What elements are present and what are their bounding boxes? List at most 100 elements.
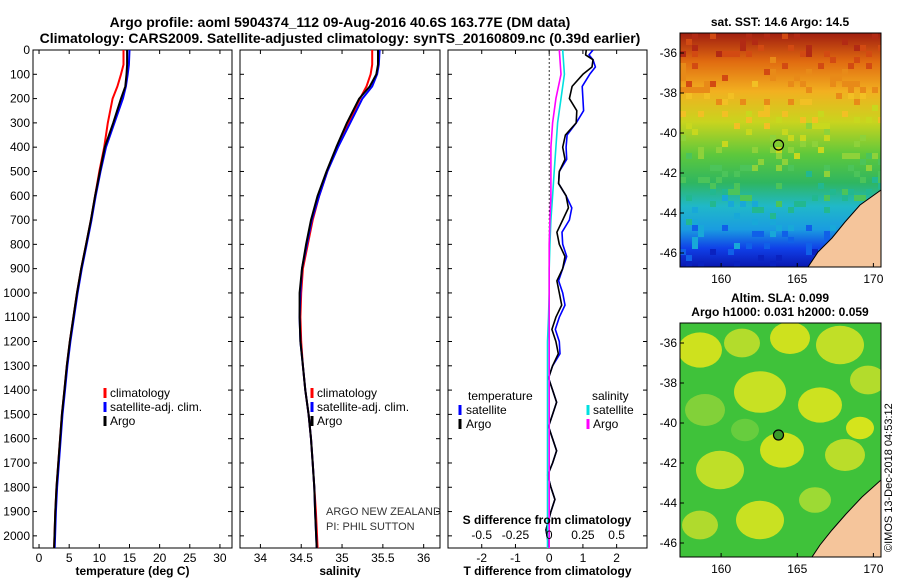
s-difference-axis-label: S difference from climatology xyxy=(463,513,632,527)
depth-tick-label: 600 xyxy=(10,189,30,203)
sst-pixel xyxy=(680,51,686,57)
sst-pixel xyxy=(710,201,716,207)
sst-map-axes: 160 165 170 -36 -38 -40 -42 -44 -46 xyxy=(660,46,884,286)
map-xtick-label: 165 xyxy=(787,562,807,576)
sst-pixel xyxy=(788,135,794,141)
sst-pixel xyxy=(788,207,794,213)
p1-xtick-label: 25 xyxy=(183,551,197,565)
sst-pixel xyxy=(830,75,836,81)
sst-pixel xyxy=(830,81,836,87)
s-legend-title: salinity xyxy=(592,389,629,403)
sst-pixel xyxy=(860,177,866,183)
sst-pixel xyxy=(788,237,794,243)
sst-pixel xyxy=(872,87,878,93)
sst-pixel xyxy=(812,141,818,147)
depth-tick-label: 1700 xyxy=(3,456,30,470)
sst-pixel xyxy=(854,117,860,123)
sst-pixel xyxy=(806,87,812,93)
figure-title-line2: Climatology: CARS2009. Satellite-adjuste… xyxy=(40,30,641,46)
sst-pixel xyxy=(794,201,800,207)
sla-anomaly-blob xyxy=(736,500,784,540)
p3-xtick-label: 0 xyxy=(546,551,553,565)
depth-tick-label: 300 xyxy=(10,116,30,130)
sst-pixel xyxy=(752,147,758,153)
sst-pixel xyxy=(716,165,722,171)
sst-pixel xyxy=(866,63,872,69)
sst-pixel xyxy=(824,135,830,141)
sst-pixel xyxy=(782,33,788,39)
sst-pixel xyxy=(758,159,764,165)
sst-pixel xyxy=(740,45,746,51)
sst-pixel xyxy=(818,147,824,153)
sla-anomaly-blob xyxy=(770,323,810,354)
map-ytick-label: -38 xyxy=(660,376,678,390)
sst-pixel xyxy=(686,255,692,261)
sst-pixel xyxy=(692,129,698,135)
sst-pixel xyxy=(794,153,800,159)
sst-pixel xyxy=(842,39,848,45)
sst-pixel xyxy=(866,153,872,159)
sst-pixel xyxy=(770,231,776,237)
sst-pixel xyxy=(812,249,818,255)
p1-xtick-label: 5 xyxy=(66,551,73,565)
sst-pixel xyxy=(854,195,860,201)
sst-pixel xyxy=(812,123,818,129)
sla-anomaly-blob xyxy=(825,439,865,471)
depth-tick-label: 2000 xyxy=(3,529,30,543)
sla-map-subtitle: Argo h1000: 0.031 h2000: 0.059 xyxy=(691,305,869,319)
sla-anomaly-blob xyxy=(680,332,722,368)
depth-tick-label: 200 xyxy=(10,92,30,106)
sla-anomaly-blob xyxy=(850,365,881,395)
p3-xlabel: T difference from climatology xyxy=(463,564,631,578)
map-ytick-label: -38 xyxy=(660,86,678,100)
sst-pixel xyxy=(842,111,848,117)
sst-pixel xyxy=(710,165,716,171)
sst-pixel xyxy=(824,129,830,135)
sst-pixel xyxy=(734,183,740,189)
sst-pixel xyxy=(692,45,698,51)
sst-pixel xyxy=(878,117,881,123)
p2-xtick-label: 34 xyxy=(254,551,268,565)
sst-pixel xyxy=(740,165,746,171)
sst-pixel xyxy=(824,165,830,171)
sst-pixel xyxy=(722,225,728,231)
sst-pixel xyxy=(878,177,881,183)
p3-series-group xyxy=(545,50,597,548)
sst-pixel xyxy=(824,195,830,201)
sst-pixel xyxy=(704,81,710,87)
sst-pixel xyxy=(728,93,734,99)
map-ytick-label: -36 xyxy=(660,46,678,60)
depth-tick-label: 700 xyxy=(10,213,30,227)
p2-frame xyxy=(239,49,441,549)
argo-location-marker-sla xyxy=(772,429,785,441)
sst-pixel xyxy=(782,129,788,135)
sst-pixel xyxy=(716,177,722,183)
sst-pixel xyxy=(746,129,752,135)
s-difference-tick-label: 0.5 xyxy=(608,528,625,542)
sst-pixel xyxy=(728,189,734,195)
sst-pixel xyxy=(758,231,764,237)
sst-pixel xyxy=(812,195,818,201)
p1-xtick-label: 20 xyxy=(153,551,167,565)
p1-frame xyxy=(32,49,233,549)
p2-xtick-label: 36 xyxy=(417,551,431,565)
new-zealand-landmass xyxy=(811,479,881,557)
sst-pixel xyxy=(830,225,836,231)
sst-pixel xyxy=(698,147,704,153)
sst-pixel xyxy=(698,87,704,93)
p2-xtick-label: 35 xyxy=(335,551,349,565)
p1-legend-label: climatology xyxy=(110,386,170,400)
sst-pixel xyxy=(734,243,740,249)
p3-series-s-argo xyxy=(548,50,562,548)
sst-pixel xyxy=(692,225,698,231)
sst-pixel xyxy=(782,111,788,117)
sst-pixel xyxy=(704,87,710,93)
sst-pixel xyxy=(770,135,776,141)
sst-pixel xyxy=(782,63,788,69)
sst-pixel xyxy=(860,135,866,141)
sst-pixel xyxy=(686,153,692,159)
sst-pixel xyxy=(752,219,758,225)
sst-pixel xyxy=(818,183,824,189)
sst-pixel xyxy=(764,123,770,129)
